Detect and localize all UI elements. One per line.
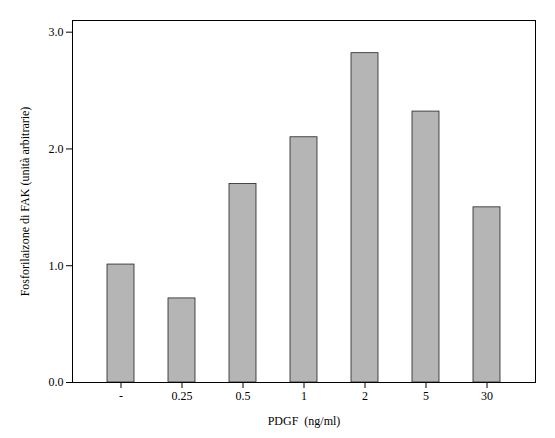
svg-text:0.0: 0.0 bbox=[49, 375, 64, 389]
svg-text:3.0: 3.0 bbox=[49, 25, 64, 39]
svg-text:0.5: 0.5 bbox=[236, 389, 251, 403]
svg-text:0.25: 0.25 bbox=[172, 389, 193, 403]
svg-text:Fosforilaizone di FAK (unità a: Fosforilaizone di FAK (unità arbitrarie) bbox=[18, 107, 32, 297]
svg-text:-: - bbox=[119, 389, 123, 403]
svg-text:2.0: 2.0 bbox=[49, 142, 64, 156]
svg-text:PDGF (ng/ml): PDGF (ng/ml) bbox=[268, 414, 341, 428]
svg-text:2: 2 bbox=[362, 389, 368, 403]
svg-text:5: 5 bbox=[423, 389, 429, 403]
svg-text:30: 30 bbox=[481, 389, 493, 403]
svg-text:1: 1 bbox=[301, 389, 307, 403]
svg-text:1.0: 1.0 bbox=[49, 259, 64, 273]
